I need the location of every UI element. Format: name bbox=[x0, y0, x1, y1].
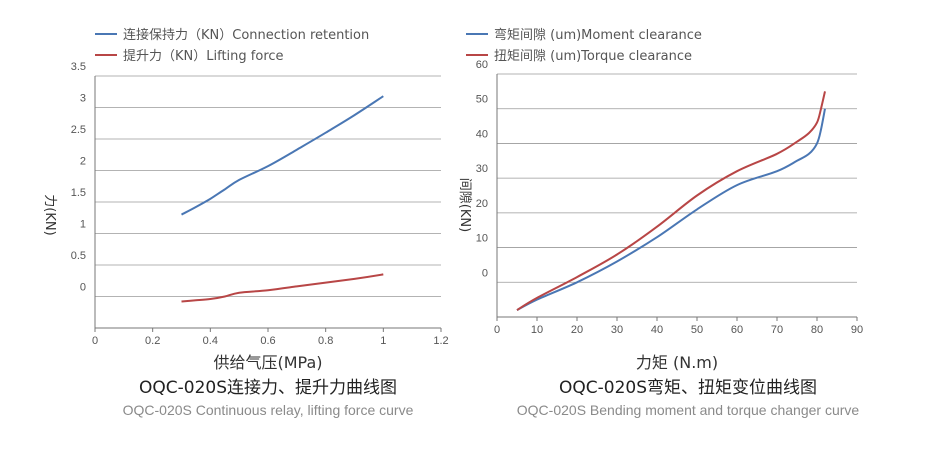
y-tick-label: 0.5 bbox=[71, 250, 86, 262]
chart-subtitle: OQC-020S Continuous relay, lifting force… bbox=[123, 402, 414, 418]
y-tick-label: 50 bbox=[476, 94, 488, 106]
y-tick-label: 2.5 bbox=[71, 124, 86, 136]
clearance-chart: 0 10 20 30 40 50 60 0 10 20 30 40 50 60 70 80 90 弯矩间隙 (um… bbox=[457, 27, 863, 418]
y-axis-label: 力(KN) bbox=[42, 194, 57, 235]
x-tick-label: 80 bbox=[811, 324, 823, 336]
legend-label-1: 扭矩间隙 (um)Torque clearance bbox=[494, 49, 692, 64]
x-tick-label: 10 bbox=[531, 324, 543, 336]
y-tick-label: 1 bbox=[80, 219, 86, 231]
x-tick-label: 0.4 bbox=[203, 335, 218, 347]
legend-label-0: 弯矩间隙 (um)Moment clearance bbox=[494, 27, 702, 43]
x-tick-label: 40 bbox=[651, 324, 663, 336]
y-tick-label: 40 bbox=[476, 128, 488, 140]
x-tick-label: 20 bbox=[571, 324, 583, 336]
y-tick-label: 3.5 bbox=[71, 61, 86, 73]
legend-label-1: 提升力（KN）Lifting force bbox=[123, 48, 284, 64]
y-tick-label: 10 bbox=[476, 233, 488, 245]
x-tick-label: 0 bbox=[494, 324, 500, 336]
x-tick-label: 0.8 bbox=[318, 335, 333, 347]
y-tick-label: 30 bbox=[476, 163, 488, 175]
y-tick-label: 3 bbox=[80, 93, 86, 105]
series-line-0 bbox=[516, 108, 826, 311]
x-tick-label: 70 bbox=[771, 324, 783, 336]
y-tick-label: 1.5 bbox=[71, 187, 86, 199]
y-tick-label: 20 bbox=[476, 198, 488, 210]
x-axis-label: 力矩 (N.m) bbox=[636, 353, 718, 372]
series-line-0 bbox=[181, 95, 384, 216]
x-tick-label: 0.6 bbox=[260, 335, 275, 347]
series-line-1 bbox=[516, 91, 826, 311]
x-tick-label: 30 bbox=[611, 324, 623, 336]
x-axis-label: 供给气压(MPa) bbox=[213, 353, 322, 372]
x-tick-label: 0 bbox=[92, 335, 98, 347]
x-tick-label: 0.2 bbox=[145, 335, 160, 347]
series-line-1 bbox=[181, 273, 384, 303]
y-tick-label: 2 bbox=[80, 156, 86, 168]
y-tick-label: 0 bbox=[482, 267, 488, 279]
y-tick-label: 0 bbox=[80, 282, 86, 294]
x-tick-label: 60 bbox=[731, 324, 743, 336]
x-tick-label: 1.2 bbox=[433, 335, 448, 347]
chart-title: OQC-020S连接力、提升力曲线图 bbox=[139, 378, 397, 398]
chart-title: OQC-020S弯矩、扭矩变位曲线图 bbox=[559, 378, 817, 398]
x-tick-label: 50 bbox=[691, 324, 703, 336]
y-axis-label: 间隙(KN) bbox=[457, 178, 472, 232]
force-chart: 0 0.5 1 1.5 2 2.5 3 3.5 0 0.2 0.4 0.6 0.8 1 1.2 连接保持力（K… bbox=[42, 27, 449, 418]
y-tick-label: 60 bbox=[476, 59, 488, 71]
x-tick-label: 1 bbox=[380, 335, 386, 347]
x-tick-label: 90 bbox=[851, 324, 863, 336]
legend-label-0: 连接保持力（KN）Connection retention bbox=[123, 27, 369, 43]
chart-subtitle: OQC-020S Bending moment and torque chang… bbox=[517, 402, 860, 418]
